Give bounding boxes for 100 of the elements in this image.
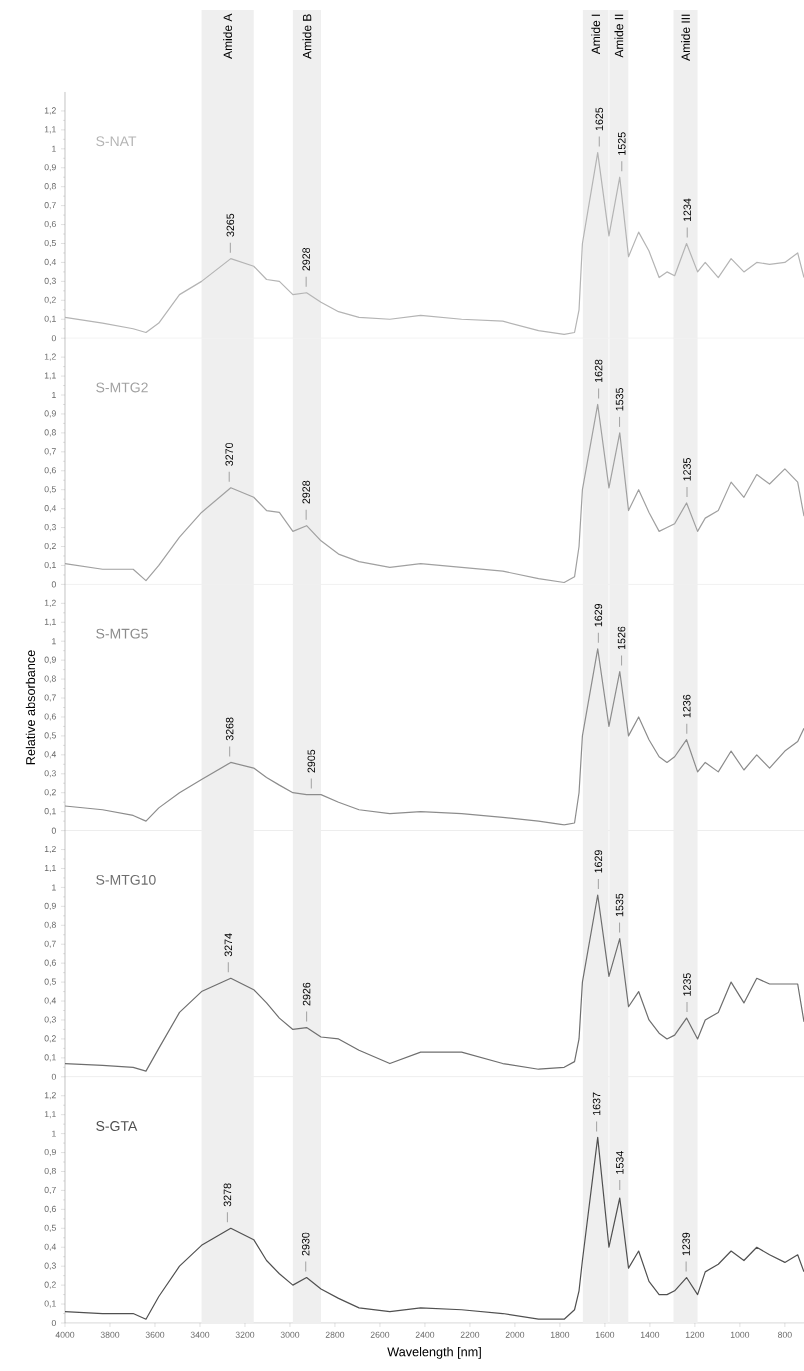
x-tick-label: 3600 (145, 1331, 165, 1338)
y-tick-label: 0,6 (44, 220, 56, 229)
y-tick-label: 0,4 (44, 997, 57, 1005)
line-series (64, 1136, 804, 1320)
x-tick-label: 2000 (505, 1331, 525, 1338)
band-label: Amide III (681, 14, 690, 61)
annotation: 2930 (301, 1232, 310, 1256)
y-tick-label: 0,3 (44, 1016, 56, 1024)
y-tick-label: 0,9 (44, 410, 56, 418)
y-tick-label: 0,8 (44, 675, 56, 683)
annotation: 1629 (594, 850, 603, 873)
y-tick-label: 0,5 (44, 978, 56, 986)
y-tick-label: 1,2 (44, 353, 56, 361)
y-tick-label: 0 (51, 1319, 56, 1327)
annotation: 2928 (302, 247, 310, 271)
y-tick-label: 0,8 (44, 921, 56, 929)
y-tick-label: 0,4 (44, 1243, 57, 1251)
annotation: 2926 (302, 982, 311, 1006)
x-tick-label: 4000 (55, 1331, 75, 1338)
x-tick-label: 2800 (325, 1331, 345, 1338)
x-tick-label: 3800 (100, 1331, 120, 1338)
x-tick-label: 2600 (370, 1331, 390, 1338)
annotation: 3270 (225, 442, 233, 466)
y-tick-label: 0,9 (44, 164, 56, 172)
band-label: Amide B (302, 14, 312, 59)
annotation: 1235 (683, 458, 691, 481)
y-tick-label: 0,2 (44, 1281, 56, 1289)
annotation: 2905 (307, 749, 316, 773)
annotation: 1628 (594, 359, 603, 383)
y-tick-label: 0,6 (44, 467, 56, 475)
y-tick-label: 0,5 (44, 1224, 56, 1232)
annotation: 1535 (615, 388, 624, 411)
y-tick-label: 0,4 (44, 751, 57, 759)
annotation: 1637 (592, 1092, 601, 1115)
y-tick-label: 0,2 (44, 296, 56, 304)
annotation: 1535 (615, 893, 624, 917)
annotation: 1629 (594, 603, 603, 627)
y-tick-label: 0,5 (44, 732, 56, 740)
annotation: 3268 (225, 717, 234, 741)
y-tick-label: 1,1 (44, 126, 56, 134)
x-tick-label: 2400 (415, 1331, 435, 1338)
text: S-MTG10 (96, 874, 156, 885)
y-tick-label: 0,1 (44, 1054, 56, 1062)
y-tick-label: 1 (52, 1130, 56, 1137)
y-tick-label: 0,5 (44, 486, 56, 494)
y-tick-label: 0,8 (44, 429, 56, 437)
y-tick-label: 0 (51, 581, 56, 588)
annotation: 1625 (595, 107, 604, 131)
y-tick-label: 0,6 (44, 713, 56, 721)
y-tick-label: 1,2 (44, 599, 56, 607)
annotation: 2928 (302, 480, 310, 504)
y-tick-label: 0,2 (44, 542, 56, 551)
y-tick-label: 1,2 (44, 1092, 56, 1100)
x-tick-label: 1400 (640, 1331, 660, 1338)
y-tick-label: 0 (51, 335, 56, 342)
text: S-MTG2 (96, 382, 148, 393)
y-tick-label: 0,5 (44, 239, 56, 248)
annotation: 1526 (617, 626, 626, 650)
annotation: 1534 (615, 1151, 624, 1174)
y-tick-label: 0,6 (44, 959, 56, 967)
annotation: 1235 (683, 973, 691, 996)
text: S-NAT (96, 136, 137, 147)
band-label: Amide I (591, 14, 601, 55)
y-tick-label: 0,3 (44, 524, 56, 532)
y-tick-label: 1,2 (44, 845, 56, 854)
y-tick-label: 0,1 (44, 1300, 56, 1308)
y-tick-label: 1,2 (44, 107, 56, 115)
x-tick-label: 3000 (280, 1331, 300, 1338)
x-tick-label: 1600 (595, 1331, 615, 1338)
x-tick-label: 800 (778, 1331, 792, 1338)
y-tick-label: 1 (52, 884, 56, 891)
y-tick-label: 0,4 (44, 258, 57, 267)
y-tick-label: 1,1 (44, 864, 56, 873)
x-axis-title: Wavelength [nm] (387, 1347, 481, 1359)
y-tick-label: 0,7 (44, 202, 56, 210)
x-tick-label: 1000 (730, 1331, 750, 1338)
y-tick-label: 0,9 (44, 656, 56, 664)
annotation: 1234 (683, 198, 692, 222)
y-axis-title: Relative absorbance (25, 650, 36, 765)
y-tick-label: 0,3 (44, 277, 56, 285)
y-tick-label: 0,3 (44, 770, 56, 778)
y-tick-label: 1 (52, 392, 56, 398)
band-label: Amide A (223, 13, 233, 59)
y-tick-label: 0,8 (44, 183, 56, 191)
x-tick-label: 3400 (190, 1331, 210, 1338)
y-tick-label: 0,9 (44, 1148, 56, 1157)
y-tick-label: 0,7 (44, 1186, 56, 1195)
y-tick-label: 1,1 (44, 618, 56, 626)
y-tick-label: 0,9 (44, 902, 56, 910)
y-tick-label: 1,1 (44, 372, 56, 380)
y-tick-label: 0,6 (44, 1205, 56, 1213)
y-tick-label: 0,7 (44, 448, 56, 456)
y-tick-label: 0,2 (44, 789, 56, 797)
y-tick-label: 0,1 (44, 561, 56, 570)
x-tick-label: 1800 (550, 1331, 570, 1338)
y-tick-label: 0 (51, 1073, 56, 1080)
y-tick-label: 0,1 (44, 808, 56, 816)
y-tick-label: 0,7 (44, 940, 56, 948)
x-tick-label: 2200 (460, 1331, 480, 1338)
y-tick-label: 0,3 (44, 1262, 56, 1270)
